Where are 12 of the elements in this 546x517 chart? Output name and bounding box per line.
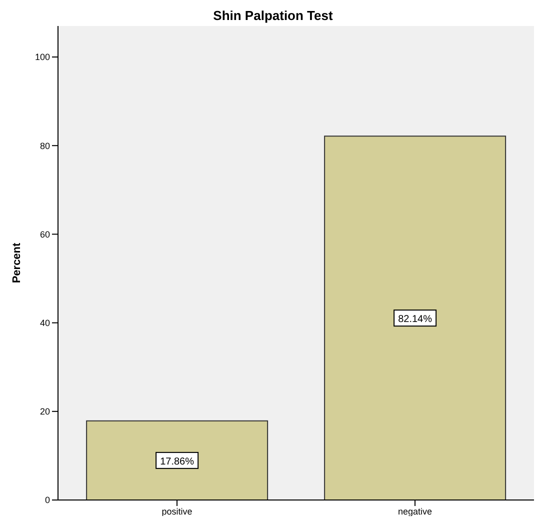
y-tick-label: 60 bbox=[40, 229, 50, 240]
data-label: 82.14% bbox=[398, 314, 432, 326]
x-tick-label: negative bbox=[398, 506, 432, 516]
y-tick-label: 20 bbox=[40, 406, 50, 417]
x-tick-label: positive bbox=[162, 506, 192, 516]
y-tick-label: 40 bbox=[40, 318, 50, 328]
y-tick-label: 100 bbox=[34, 52, 50, 62]
chart-title: Shin Palpation Test bbox=[212, 8, 334, 24]
y-tick-label: 0 bbox=[44, 495, 50, 506]
y-tick-label: 80 bbox=[40, 140, 50, 151]
y-axis-title: Percent bbox=[10, 242, 23, 284]
data-label: 17.86% bbox=[160, 456, 194, 468]
